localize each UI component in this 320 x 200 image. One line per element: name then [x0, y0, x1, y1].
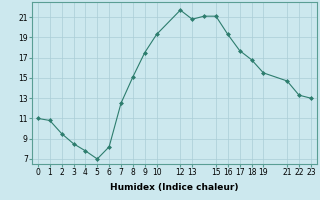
X-axis label: Humidex (Indice chaleur): Humidex (Indice chaleur) — [110, 183, 239, 192]
